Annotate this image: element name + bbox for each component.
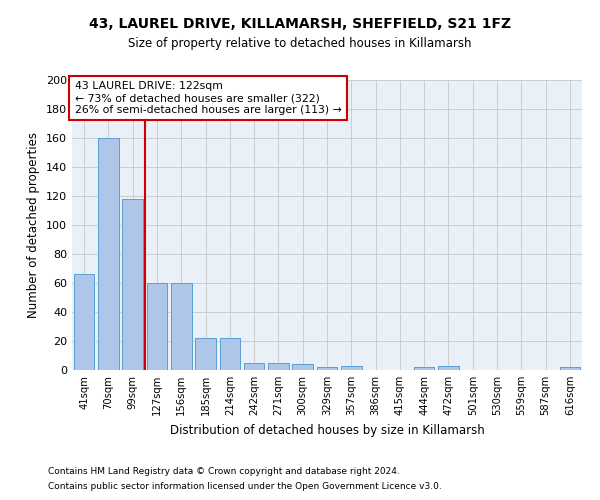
Bar xyxy=(122,199,143,370)
Text: Contains HM Land Registry data © Crown copyright and database right 2024.: Contains HM Land Registry data © Crown c… xyxy=(48,467,400,476)
Bar xyxy=(244,363,265,370)
Bar xyxy=(414,367,434,370)
Bar xyxy=(220,338,240,370)
Bar xyxy=(146,283,167,370)
Bar xyxy=(195,338,216,370)
Bar xyxy=(292,364,313,370)
Bar xyxy=(98,138,119,370)
Bar xyxy=(171,283,191,370)
Bar xyxy=(268,363,289,370)
Text: 43, LAUREL DRIVE, KILLAMARSH, SHEFFIELD, S21 1FZ: 43, LAUREL DRIVE, KILLAMARSH, SHEFFIELD,… xyxy=(89,18,511,32)
Bar xyxy=(560,367,580,370)
Bar xyxy=(438,366,459,370)
Bar xyxy=(341,366,362,370)
Text: Size of property relative to detached houses in Killamarsh: Size of property relative to detached ho… xyxy=(128,38,472,51)
X-axis label: Distribution of detached houses by size in Killamarsh: Distribution of detached houses by size … xyxy=(170,424,484,436)
Y-axis label: Number of detached properties: Number of detached properties xyxy=(28,132,40,318)
Bar xyxy=(317,367,337,370)
Text: 43 LAUREL DRIVE: 122sqm
← 73% of detached houses are smaller (322)
26% of semi-d: 43 LAUREL DRIVE: 122sqm ← 73% of detache… xyxy=(74,82,341,114)
Text: Contains public sector information licensed under the Open Government Licence v3: Contains public sector information licen… xyxy=(48,482,442,491)
Bar xyxy=(74,274,94,370)
